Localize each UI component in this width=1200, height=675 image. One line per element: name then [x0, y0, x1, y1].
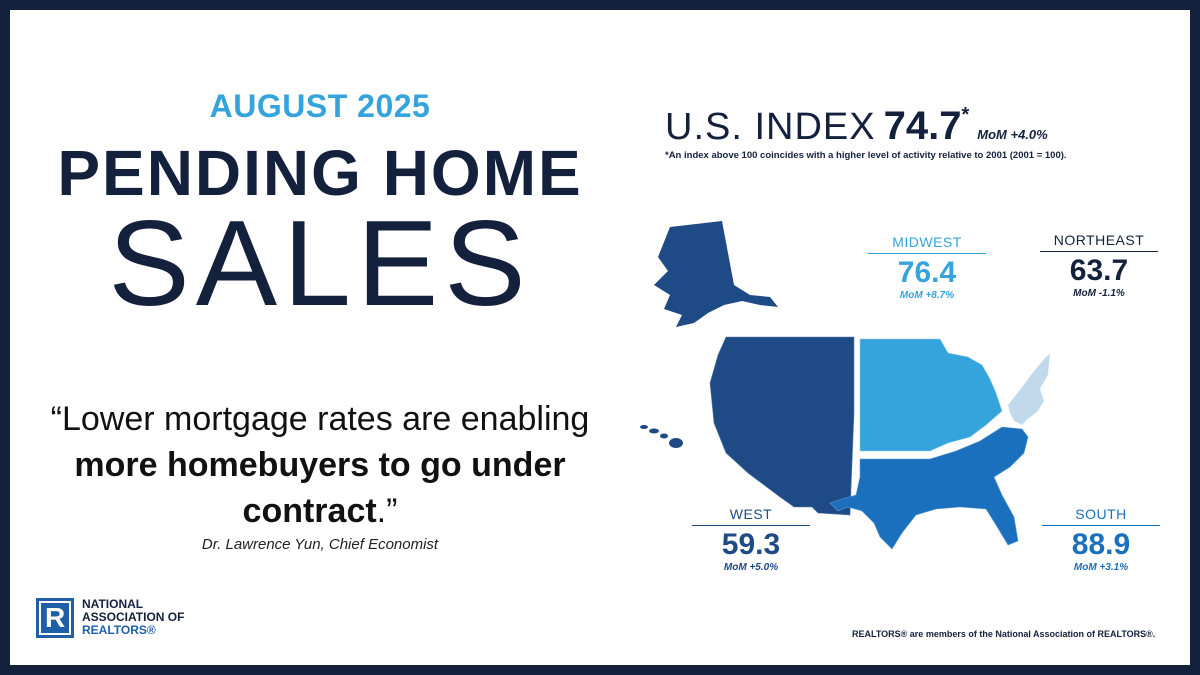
us-regions-map: [640, 221, 1050, 550]
us-index-row: U.S. INDEX 74.7* MoM +4.0%: [665, 104, 1185, 154]
region-midwest: MIDWEST 76.4 MoM +8.7%: [868, 234, 986, 301]
quote-bold: more homebuyers to go under contract: [74, 446, 566, 530]
infographic-frame: AUGUST 2025 PENDING HOME SALES “Lower mo…: [10, 10, 1190, 665]
map-west: [709, 336, 855, 516]
map-hawaii: [640, 425, 683, 448]
logo-wordmark: NATIONAL ASSOCIATION OF REALTORS®: [82, 598, 184, 637]
map-northeast: [1007, 352, 1050, 426]
nar-logo: R NATIONAL ASSOCIATION OF REALTORS®: [36, 598, 236, 642]
region-south-mom: MoM +3.1%: [1073, 562, 1129, 573]
region-west-name: WEST: [692, 506, 810, 526]
quote: “Lower mortgage rates are enabling more …: [10, 396, 630, 534]
logo-mark-letter: R: [45, 602, 66, 633]
us-index-label: U.S. INDEX: [665, 106, 876, 148]
region-midwest-name: MIDWEST: [868, 234, 986, 254]
map-midwest: [859, 338, 1003, 452]
region-midwest-mom: MoM +8.7%: [899, 290, 955, 301]
realtor-r-icon: R: [36, 598, 74, 638]
region-northeast-mom: MoM -1.1%: [1073, 288, 1125, 299]
period-label: AUGUST 2025: [209, 88, 431, 124]
quote-close: .”: [376, 492, 398, 530]
us-index-value: 74.7: [883, 104, 962, 148]
region-midwest-value: 76.4: [897, 256, 957, 289]
title-line-2: SALES: [108, 195, 532, 331]
region-south-name: SOUTH: [1042, 506, 1160, 526]
us-index-footnote: *An index above 100 coincides with a hig…: [665, 150, 1067, 161]
region-west-mom: MoM +5.0%: [723, 562, 779, 573]
quote-attribution: Dr. Lawrence Yun, Chief Economist: [201, 536, 439, 553]
title-line-1: PENDING HOME: [57, 137, 583, 209]
us-index-asterisk: *: [961, 104, 970, 126]
map-south: [829, 426, 1029, 550]
map-alaska: [654, 221, 778, 327]
us-index-mom: MoM +4.0%: [977, 127, 1048, 142]
region-south-value: 88.9: [1071, 528, 1131, 561]
footer-note: REALTORS® are members of the National As…: [852, 629, 1156, 639]
region-northeast-name: NORTHEAST: [1040, 232, 1158, 252]
logo-line-1: NATIONAL: [82, 597, 144, 611]
logo-line-2: ASSOCIATION OF: [82, 610, 185, 624]
logo-line-3: REALTORS®: [82, 623, 156, 637]
region-northeast-value: 63.7: [1069, 254, 1129, 287]
quote-open: “Lower mortgage rates are enabling: [50, 400, 590, 438]
region-west-value: 59.3: [721, 528, 781, 561]
region-northeast: NORTHEAST 63.7 MoM -1.1%: [1040, 232, 1158, 299]
region-west: WEST 59.3 MoM +5.0%: [692, 506, 810, 573]
region-south: SOUTH 88.9 MoM +3.1%: [1042, 506, 1160, 573]
